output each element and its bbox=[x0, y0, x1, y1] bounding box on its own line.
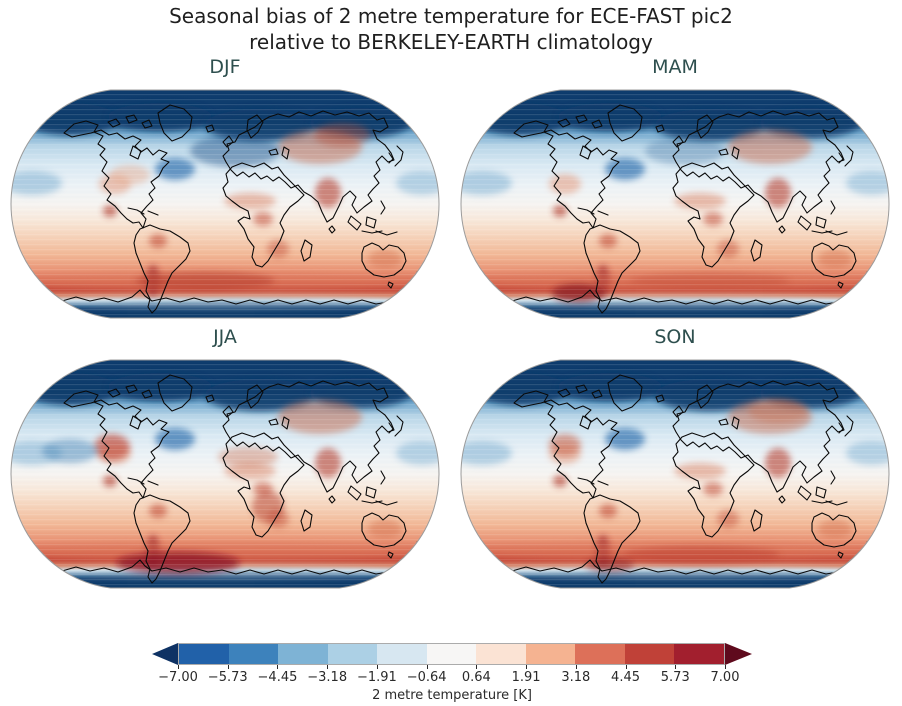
colorbar-tick-8 bbox=[575, 665, 577, 669]
colorbar-segments bbox=[178, 643, 725, 665]
colorbar-tick-10 bbox=[675, 665, 677, 669]
map-panel-djf bbox=[10, 88, 440, 320]
map-panel-mam bbox=[460, 88, 890, 320]
colorbar-tick-label-5: −0.64 bbox=[406, 670, 447, 685]
figure-title: Seasonal bias of 2 metre temperature for… bbox=[0, 3, 902, 55]
colorbar-tick-6 bbox=[476, 665, 478, 669]
colorbar-tick-label-8: 3.18 bbox=[561, 670, 591, 685]
colorbar-segment-5 bbox=[426, 644, 477, 664]
map-mam bbox=[460, 89, 890, 319]
colorbar-segment-10 bbox=[674, 644, 725, 664]
colorbar: −7.00 −5.73 −4.45 −3.18 −1.91 −0.64 0.64 1.91 3.… bbox=[152, 643, 752, 705]
colorbar-tick-4 bbox=[376, 665, 378, 669]
panel-label-djf: DJF bbox=[209, 56, 241, 78]
colorbar-tick-label-7: 1.91 bbox=[511, 670, 541, 685]
figure-title-line-2: relative to BERKELEY-EARTH climatology bbox=[249, 30, 653, 54]
colorbar-tick-label-3: −3.18 bbox=[307, 670, 348, 685]
panel-label-jja: JJA bbox=[213, 326, 237, 348]
colorbar-tick-label-9: 4.45 bbox=[611, 670, 640, 685]
colorbar-segment-4 bbox=[377, 644, 427, 664]
colorbar-tick-label-1: −5.73 bbox=[207, 670, 248, 685]
map-panel-son bbox=[460, 358, 890, 590]
colorbar-axis-label: 2 metre temperature [K] bbox=[372, 688, 532, 703]
colorbar-segment-3 bbox=[327, 644, 378, 664]
colorbar-tick-label-10: 5.73 bbox=[660, 670, 690, 685]
colorbar-segment-1 bbox=[228, 644, 279, 664]
colorbar-tick-2 bbox=[277, 665, 279, 669]
map-panel-jja bbox=[10, 358, 440, 590]
map-djf bbox=[10, 89, 440, 319]
panel-label-son: SON bbox=[654, 326, 696, 348]
colorbar-segment-9 bbox=[624, 644, 675, 664]
colorbar-tick-label-0: −7.00 bbox=[158, 670, 198, 685]
colorbar-tick-label-4: −1.91 bbox=[356, 670, 397, 685]
panel-label-mam: MAM bbox=[652, 56, 698, 78]
colorbar-segment-6 bbox=[476, 644, 526, 664]
map-son bbox=[460, 359, 890, 589]
colorbar-segment-7 bbox=[525, 644, 576, 664]
colorbar-segment-8 bbox=[575, 644, 625, 664]
colorbar-tick-label-2: −4.45 bbox=[257, 670, 298, 685]
colorbar-tick-0 bbox=[178, 665, 179, 669]
colorbar-segment-0 bbox=[179, 644, 229, 664]
colorbar-over-arrow bbox=[725, 643, 752, 665]
colorbar-tick-5 bbox=[426, 665, 428, 669]
map-jja bbox=[10, 359, 440, 589]
colorbar-tick-3 bbox=[327, 665, 329, 669]
colorbar-tick-11 bbox=[725, 665, 726, 669]
colorbar-segment-2 bbox=[278, 644, 328, 664]
figure-title-line-1: Seasonal bias of 2 metre temperature for… bbox=[169, 4, 733, 28]
colorbar-tick-7 bbox=[526, 665, 528, 669]
colorbar-under-arrow bbox=[152, 643, 178, 665]
colorbar-tick-label-6: 0.64 bbox=[461, 670, 491, 685]
colorbar-tick-9 bbox=[625, 665, 627, 669]
colorbar-tick-label-11: 7.00 bbox=[710, 670, 740, 685]
colorbar-tick-1 bbox=[227, 665, 229, 669]
